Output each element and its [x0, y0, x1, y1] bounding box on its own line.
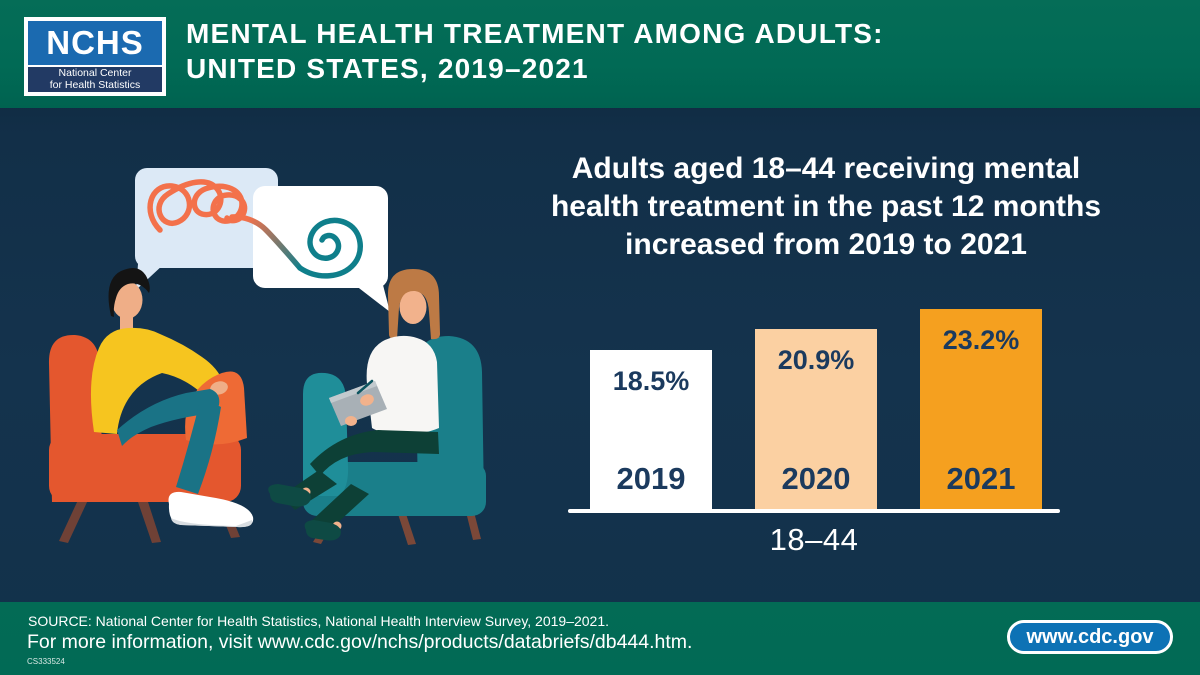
bar-2021: 23.2% 2021	[920, 309, 1042, 509]
therapist-figure	[268, 269, 440, 541]
therapist-hair	[387, 269, 440, 340]
bar-value-label-2020: 20.9%	[777, 345, 855, 375]
chart-headline-line2: health treatment in the past 12 months	[550, 190, 1102, 223]
x-axis-line	[568, 509, 1060, 513]
nchs-logo-acronym: NCHS	[28, 21, 162, 65]
bar-2020: 20.9% 2020	[755, 329, 877, 509]
therapist-shoe	[268, 484, 311, 507]
bar-2019: 18.5% 2019	[590, 350, 712, 509]
therapy-session-illustration	[48, 168, 486, 545]
tangled-scribble-icon	[147, 179, 248, 233]
more-info-text: For more information, visit www.cdc.gov/…	[27, 631, 693, 653]
untangling-line	[229, 214, 303, 271]
spiral-icon	[297, 217, 363, 279]
speech-bubble-right	[253, 186, 390, 312]
chart-headline-line3: increased from 2019 to 2021	[625, 228, 1027, 261]
document-number: CS333524	[27, 657, 65, 666]
nchs-logo-subtitle: National Center for Health Statistics	[28, 67, 162, 92]
nchs-logo: NCHS National Center for Health Statisti…	[24, 17, 166, 96]
nchs-logo-subtitle-line1: National Center	[58, 67, 132, 79]
bar-value-label-2021: 23.2%	[942, 325, 1020, 355]
patient-figure	[90, 268, 254, 528]
bar-value-label-2019: 18.5%	[612, 366, 690, 396]
page-title-line2: UNITED STATES, 2019–2021	[186, 53, 589, 84]
chart-headline-line1: Adults aged 18–44 receiving mental	[571, 152, 1081, 185]
patient-shirt	[90, 327, 224, 434]
source-text: SOURCE: National Center for Health Stati…	[28, 613, 610, 629]
x-axis-group-label: 18–44	[769, 522, 859, 557]
cdc-gov-button[interactable]: www.cdc.gov	[1007, 620, 1173, 654]
page-title-line1: MENTAL HEALTH TREATMENT AMONG ADULTS:	[186, 18, 884, 49]
bar-category-label-2019: 2019	[616, 461, 686, 496]
therapist-pants	[310, 430, 439, 476]
pen-icon	[356, 379, 374, 395]
patient-hair	[108, 268, 150, 317]
page-title: MENTAL HEALTH TREATMENT AMONG ADULTS: UN…	[186, 16, 884, 86]
header-banner: NCHS National Center for Health Statisti…	[0, 0, 1200, 108]
bar-category-label-2021: 2021	[946, 461, 1016, 496]
speech-bubble-left	[135, 168, 278, 290]
patient-shoe	[168, 491, 254, 528]
patient-pants	[117, 389, 220, 446]
chart-headline: Adults aged 18–44 receiving mental healt…	[471, 150, 1181, 264]
bar-category-label-2020: 2020	[781, 461, 851, 496]
bar-chart: 18.5% 2019 20.9% 2020 23.2% 2021	[568, 305, 1060, 509]
footer-banner: SOURCE: National Center for Health Stati…	[0, 602, 1200, 675]
clipboard	[329, 381, 387, 426]
nchs-logo-subtitle-line2: for Health Statistics	[49, 78, 141, 91]
